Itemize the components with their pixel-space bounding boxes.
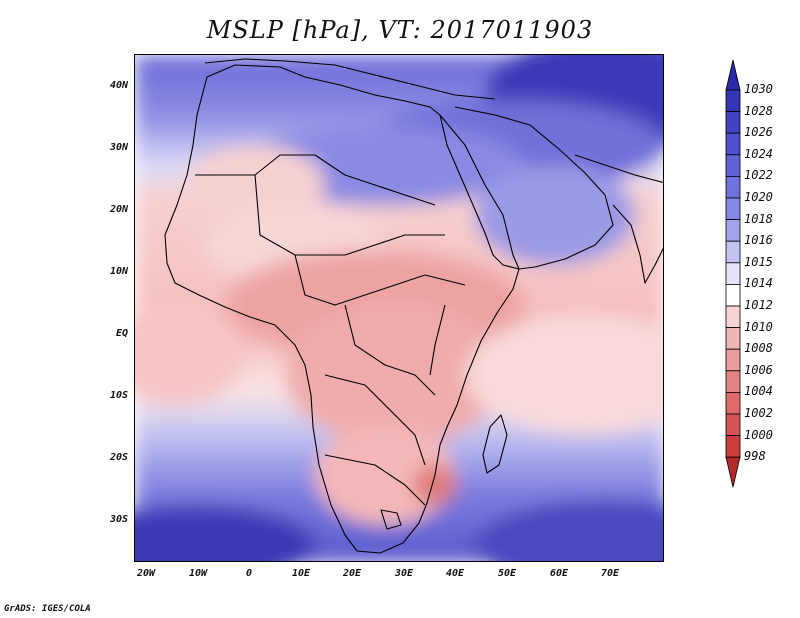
colorbar-arrow-bottom bbox=[725, 456, 741, 488]
coastlines bbox=[164, 58, 663, 554]
colorbar-swatch bbox=[725, 348, 741, 372]
colorbar-label: 1012 bbox=[744, 298, 773, 312]
colorbar-swatch bbox=[725, 435, 741, 458]
pressure-map[interactable] bbox=[134, 54, 664, 562]
colorbar-swatch bbox=[725, 132, 741, 156]
colorbar-label: 1004 bbox=[744, 384, 773, 399]
lon-label-50e: 50E bbox=[497, 568, 517, 579]
map-title: MSLP [hPa], VT: 2017011903 bbox=[206, 16, 594, 44]
colorbar-swatch bbox=[725, 240, 741, 264]
lon-label-10e: 10E bbox=[291, 568, 311, 579]
colorbar-swatch bbox=[725, 219, 741, 242]
colorbar-label: 1008 bbox=[744, 341, 773, 356]
colorbar-label: 1022 bbox=[744, 168, 773, 183]
colorbar-label: 1030 bbox=[744, 82, 773, 96]
lon-label-60e: 60E bbox=[549, 568, 569, 579]
lat-label-20n: 20N bbox=[109, 204, 128, 215]
lat-label-30s: 30S bbox=[109, 514, 128, 525]
lat-label-10n: 10N bbox=[109, 266, 128, 277]
lat-label-20s: 20S bbox=[109, 452, 128, 463]
colorbar-swatch bbox=[725, 413, 741, 437]
colorbar-swatch bbox=[725, 111, 741, 134]
colorbar-swatch bbox=[725, 197, 741, 221]
colorbar-swatch bbox=[725, 176, 741, 199]
lat-label-30n: 30N bbox=[109, 142, 128, 153]
lon-label-30e: 30E bbox=[394, 568, 414, 579]
grads-credit: GrADS: IGES/COLA bbox=[4, 604, 91, 614]
colorbar-label: 1015 bbox=[744, 254, 773, 269]
colorbar-swatch bbox=[725, 391, 741, 415]
colorbar-label: 1026 bbox=[744, 125, 773, 140]
colorbar-label: 998 bbox=[744, 449, 766, 464]
lon-label-0: 0 bbox=[245, 568, 253, 579]
colorbar-swatch bbox=[725, 89, 741, 113]
lat-label-40n: 40N bbox=[109, 80, 128, 91]
pressure-shading bbox=[135, 55, 663, 561]
colorbar-arrow-top bbox=[725, 59, 741, 91]
colorbar-label: 1006 bbox=[744, 362, 773, 377]
colorbar-label: 1024 bbox=[744, 146, 773, 161]
colorbar bbox=[725, 59, 741, 488]
colorbar-label: 1016 bbox=[744, 233, 773, 248]
colorbar-label: 1020 bbox=[744, 190, 773, 204]
colorbar-swatch bbox=[725, 283, 741, 307]
lat-label-10s: 10S bbox=[109, 390, 128, 401]
colorbar-swatch bbox=[725, 327, 741, 350]
lon-label-20e: 20E bbox=[342, 568, 362, 579]
lat-label-eq: EQ bbox=[115, 328, 128, 339]
colorbar-label: 1010 bbox=[744, 319, 773, 334]
colorbar-label: 1014 bbox=[744, 276, 773, 291]
colorbar-swatch bbox=[725, 262, 741, 285]
colorbar-swatch bbox=[725, 370, 741, 393]
colorbar-label: 1002 bbox=[744, 406, 773, 420]
lon-label-10w: 10W bbox=[188, 568, 208, 579]
colorbar-swatch bbox=[725, 305, 741, 329]
colorbar-label: 1000 bbox=[744, 427, 773, 442]
colorbar-swatch bbox=[725, 154, 741, 177]
lon-label-20w: 20W bbox=[136, 568, 156, 579]
colorbar-label: 1018 bbox=[744, 211, 773, 226]
lon-label-40e: 40E bbox=[445, 568, 465, 579]
colorbar-label: 1028 bbox=[744, 103, 773, 118]
lon-label-70e: 70E bbox=[600, 568, 620, 579]
